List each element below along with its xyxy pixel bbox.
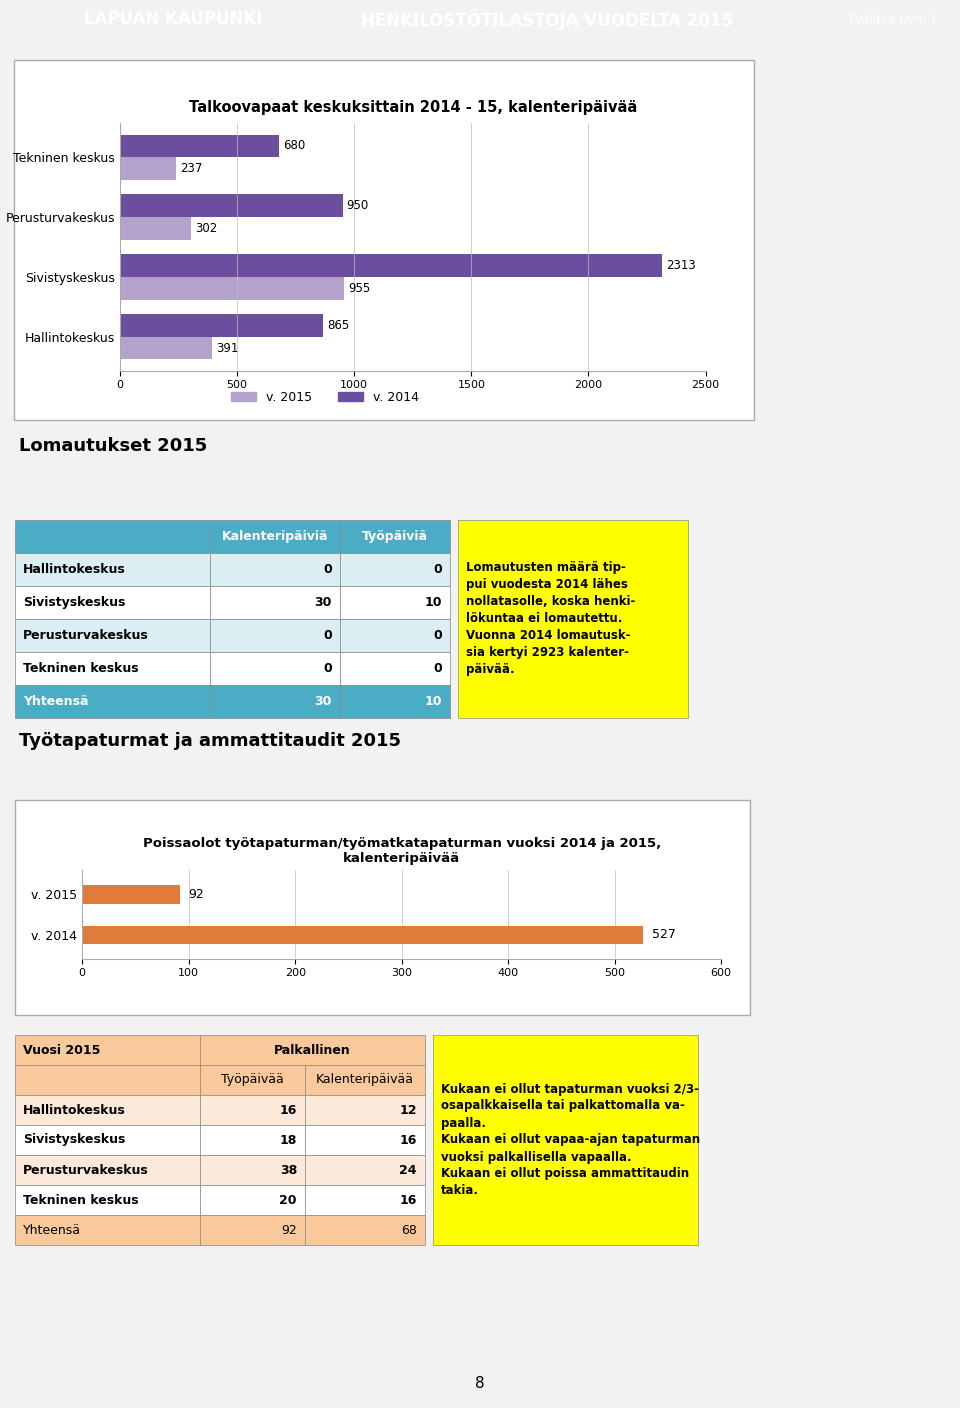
- Bar: [120, 194, 343, 217]
- Text: Lomautukset 2015: Lomautukset 2015: [19, 436, 207, 455]
- Text: Hallintokeskus: Hallintokeskus: [23, 1104, 126, 1117]
- Text: Sivistyskeskus: Sivistyskeskus: [23, 1133, 126, 1146]
- Text: 0: 0: [324, 629, 332, 642]
- Text: LAPUAN KAUPUNKI: LAPUAN KAUPUNKI: [84, 10, 262, 28]
- Text: 10: 10: [424, 596, 442, 610]
- Bar: [120, 255, 661, 277]
- Title: Talkoovapaat keskuksittain 2014 - 15, kalenteripäivää: Talkoovapaat keskuksittain 2014 - 15, ka…: [189, 100, 636, 115]
- Text: 92: 92: [281, 1224, 297, 1236]
- Text: 18: 18: [279, 1133, 297, 1146]
- Text: 0: 0: [433, 662, 442, 674]
- Text: Kalenteripäiviä: Kalenteripäiviä: [222, 529, 328, 543]
- Text: 0: 0: [324, 563, 332, 576]
- Text: Työpäiviä: Työpäiviä: [362, 529, 428, 543]
- Text: 38: 38: [279, 1163, 297, 1177]
- Text: Työpäivää: Työpäivää: [221, 1073, 284, 1087]
- Text: 680: 680: [283, 139, 305, 152]
- Text: 2313: 2313: [666, 259, 696, 272]
- Text: 16: 16: [399, 1133, 417, 1146]
- Text: 92: 92: [189, 888, 204, 901]
- Text: 68: 68: [401, 1224, 417, 1236]
- Bar: [120, 277, 344, 300]
- Legend: v. 2015, v. 2014: v. 2015, v. 2014: [227, 386, 423, 408]
- Text: 30: 30: [315, 696, 332, 708]
- Text: 16: 16: [279, 1104, 297, 1117]
- Bar: [120, 135, 279, 158]
- Text: 237: 237: [180, 162, 203, 175]
- Text: 12: 12: [399, 1104, 417, 1117]
- Text: HENKILÖSTÖTILASTOJA VUODELTA 2015: HENKILÖSTÖTILASTOJA VUODELTA 2015: [361, 8, 733, 30]
- Text: Yhteensä: Yhteensä: [23, 696, 88, 708]
- Text: 302: 302: [195, 222, 217, 235]
- Text: 391: 391: [216, 342, 238, 355]
- Text: Yhteensä: Yhteensä: [23, 1224, 81, 1236]
- Text: 20: 20: [279, 1194, 297, 1207]
- Text: 30: 30: [315, 596, 332, 610]
- Bar: [120, 217, 191, 239]
- Text: 865: 865: [326, 318, 349, 332]
- Text: 10: 10: [424, 696, 442, 708]
- Bar: [83, 925, 643, 943]
- Text: Hallintokeskus: Hallintokeskus: [23, 563, 126, 576]
- Text: 950: 950: [347, 200, 369, 213]
- Bar: [120, 337, 211, 359]
- Bar: [120, 314, 323, 337]
- Text: 955: 955: [348, 282, 371, 294]
- Text: Lomautusten määrä tip-
pui vuodesta 2014 lähes
nollatasolle, koska henki-
lökunt: Lomautusten määrä tip- pui vuodesta 2014…: [466, 562, 636, 676]
- Bar: [120, 158, 176, 180]
- Text: 0: 0: [433, 629, 442, 642]
- Text: Tekninen keskus: Tekninen keskus: [23, 1194, 138, 1207]
- Bar: [83, 886, 180, 904]
- Text: Kukaan ei ollut tapaturman vuoksi 2/3-
osapalkkaisella tai palkattomalla va-
paa: Kukaan ei ollut tapaturman vuoksi 2/3- o…: [441, 1083, 700, 1197]
- Text: 16: 16: [399, 1194, 417, 1207]
- Text: 527: 527: [652, 928, 676, 941]
- Text: 24: 24: [399, 1163, 417, 1177]
- Text: Kalenteripäivää: Kalenteripäivää: [316, 1073, 414, 1087]
- Text: Vuosi 2015: Vuosi 2015: [23, 1043, 101, 1056]
- Text: Sivistyskeskus: Sivistyskeskus: [23, 596, 126, 610]
- Text: [Valitse pvm.]: [Valitse pvm.]: [850, 13, 936, 25]
- Text: Työtapaturmat ja ammattitaudit 2015: Työtapaturmat ja ammattitaudit 2015: [19, 732, 401, 750]
- Text: 0: 0: [433, 563, 442, 576]
- Text: Tekninen keskus: Tekninen keskus: [23, 662, 138, 674]
- Text: 0: 0: [324, 662, 332, 674]
- Text: 8: 8: [475, 1376, 485, 1391]
- Text: Perusturvakeskus: Perusturvakeskus: [23, 1163, 149, 1177]
- Text: Perusturvakeskus: Perusturvakeskus: [23, 629, 149, 642]
- Title: Poissaolot työtapaturman/työmatkatapaturman vuoksi 2014 ja 2015,
kalenteripäivää: Poissaolot työtapaturman/työmatkatapatur…: [143, 838, 660, 865]
- Text: Palkallinen: Palkallinen: [275, 1043, 350, 1056]
